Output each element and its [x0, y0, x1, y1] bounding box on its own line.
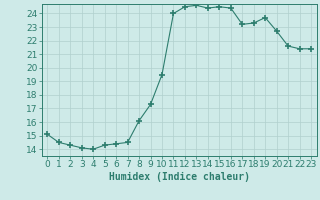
X-axis label: Humidex (Indice chaleur): Humidex (Indice chaleur)	[109, 172, 250, 182]
